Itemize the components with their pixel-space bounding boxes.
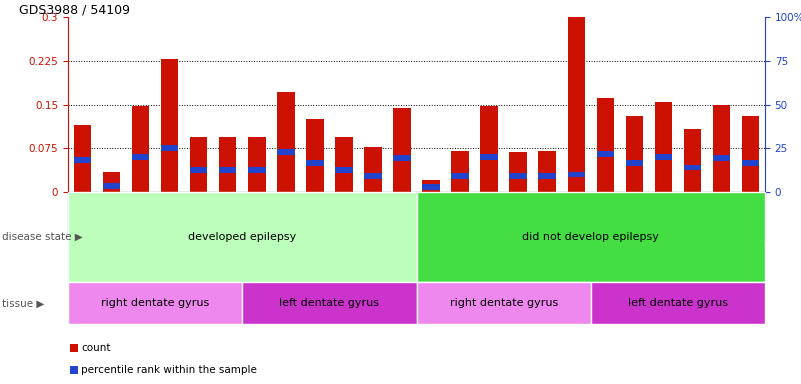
- Bar: [654, 154, 672, 160]
- Text: GDS3988 / 54109: GDS3988 / 54109: [19, 3, 131, 16]
- Bar: [422, 180, 440, 192]
- Bar: [567, 17, 585, 192]
- Bar: [422, 184, 440, 190]
- Bar: [417, 192, 765, 282]
- Bar: [219, 167, 236, 173]
- Bar: [654, 102, 672, 192]
- Bar: [451, 151, 469, 192]
- Bar: [68, 282, 242, 324]
- Bar: [277, 149, 295, 155]
- Bar: [364, 173, 381, 179]
- Bar: [161, 59, 179, 192]
- Bar: [306, 119, 324, 192]
- Bar: [277, 92, 295, 192]
- Text: did not develop epilepsy: did not develop epilepsy: [522, 232, 659, 242]
- Bar: [242, 282, 417, 324]
- Bar: [306, 160, 324, 166]
- Bar: [713, 155, 731, 161]
- Bar: [335, 137, 352, 192]
- Bar: [364, 147, 381, 192]
- Bar: [103, 172, 120, 192]
- Text: count: count: [81, 343, 111, 353]
- Bar: [626, 116, 643, 192]
- Text: left dentate gyrus: left dentate gyrus: [628, 298, 728, 308]
- Bar: [742, 160, 759, 166]
- Bar: [509, 152, 527, 192]
- Bar: [713, 105, 731, 192]
- Text: disease state ▶: disease state ▶: [2, 232, 83, 242]
- Bar: [248, 137, 266, 192]
- Text: right dentate gyrus: right dentate gyrus: [101, 298, 209, 308]
- Bar: [683, 165, 701, 170]
- Bar: [509, 173, 527, 179]
- Bar: [393, 155, 411, 161]
- Bar: [538, 173, 556, 179]
- Bar: [132, 106, 149, 192]
- Bar: [597, 151, 614, 157]
- Bar: [74, 157, 91, 163]
- Text: left dentate gyrus: left dentate gyrus: [280, 298, 380, 308]
- Bar: [248, 167, 266, 173]
- Bar: [451, 173, 469, 179]
- Bar: [590, 282, 765, 324]
- Bar: [393, 108, 411, 192]
- Bar: [103, 183, 120, 189]
- Bar: [481, 106, 497, 192]
- Text: right dentate gyrus: right dentate gyrus: [449, 298, 557, 308]
- Bar: [626, 160, 643, 166]
- Bar: [597, 98, 614, 192]
- Bar: [190, 137, 207, 192]
- Bar: [132, 154, 149, 160]
- Text: developed epilepsy: developed epilepsy: [188, 232, 296, 242]
- Bar: [190, 167, 207, 173]
- Bar: [161, 146, 179, 151]
- Bar: [567, 172, 585, 177]
- Bar: [68, 192, 417, 282]
- Bar: [74, 125, 91, 192]
- Text: percentile rank within the sample: percentile rank within the sample: [81, 365, 257, 375]
- Bar: [417, 282, 590, 324]
- Bar: [683, 129, 701, 192]
- Bar: [742, 116, 759, 192]
- Bar: [219, 137, 236, 192]
- Text: tissue ▶: tissue ▶: [2, 298, 44, 308]
- Bar: [481, 154, 497, 160]
- Bar: [335, 167, 352, 173]
- Bar: [538, 151, 556, 192]
